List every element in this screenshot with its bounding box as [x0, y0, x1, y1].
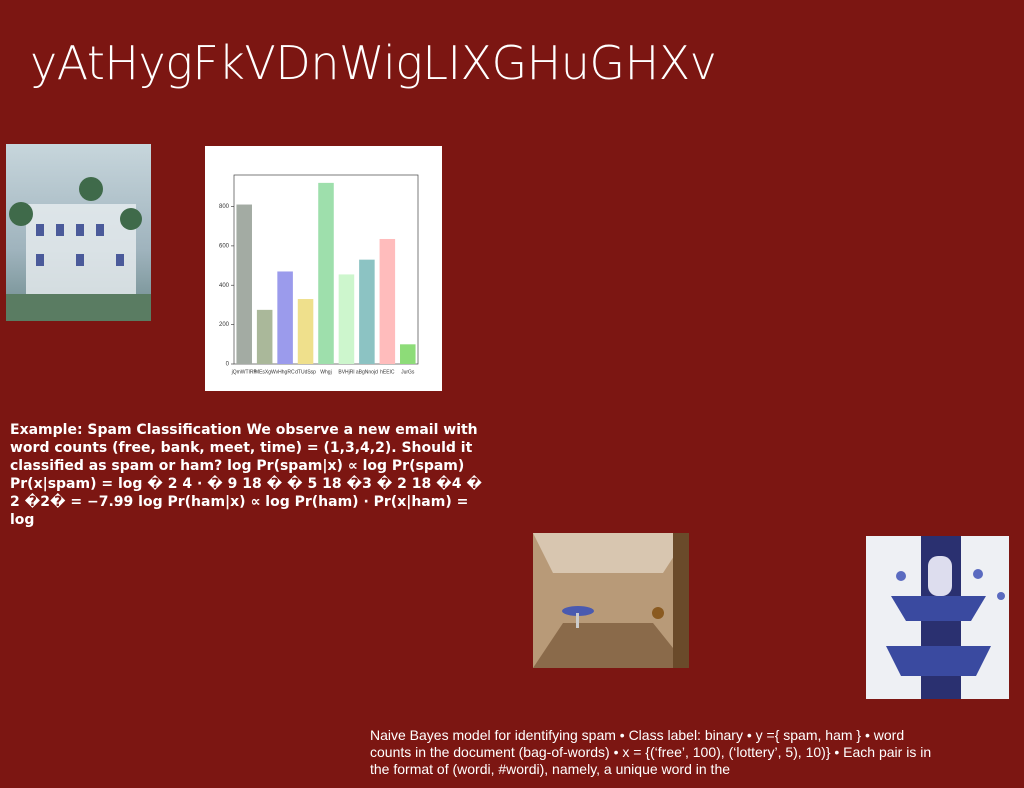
- x-tick-label: jQmWTIRP: [231, 369, 258, 375]
- bar: [359, 259, 375, 364]
- y-tick-label: 800: [219, 204, 230, 210]
- bar: [400, 344, 416, 364]
- x-tick-label: dTUdSsp: [295, 369, 316, 375]
- x-tick-label: JurGs: [401, 369, 415, 375]
- bar: [236, 204, 252, 364]
- x-tick-label: aBgNnojd: [356, 369, 378, 375]
- y-tick-label: 200: [219, 322, 230, 328]
- example-text: Example: Spam Classification We observe …: [10, 422, 482, 528]
- photo-building: [6, 144, 151, 321]
- x-tick-label: Whgj: [320, 369, 331, 375]
- y-tick-label: 400: [219, 283, 230, 289]
- bar: [256, 309, 273, 364]
- y-tick-label: 0: [226, 362, 230, 368]
- x-tick-label: fMEsXgW: [254, 369, 277, 375]
- x-tick-label: BVHjRl: [338, 369, 354, 375]
- x-tick-label: vHhgRC: [276, 369, 295, 375]
- y-tick-label: 600: [219, 243, 230, 249]
- bar: [318, 182, 334, 364]
- bar: [277, 271, 293, 364]
- photo-pagoda: [866, 536, 1009, 699]
- bar: [297, 299, 314, 364]
- bar: [338, 274, 355, 364]
- x-tick-label: hEEIC: [380, 369, 395, 375]
- bar: [379, 238, 396, 364]
- photo-interior: [533, 533, 689, 668]
- slide-title: yAtHygFkVDnWigLIXGHuGHXv: [30, 36, 717, 90]
- naive-bayes-text: Naive Bayes model for identifying spam •…: [370, 727, 932, 777]
